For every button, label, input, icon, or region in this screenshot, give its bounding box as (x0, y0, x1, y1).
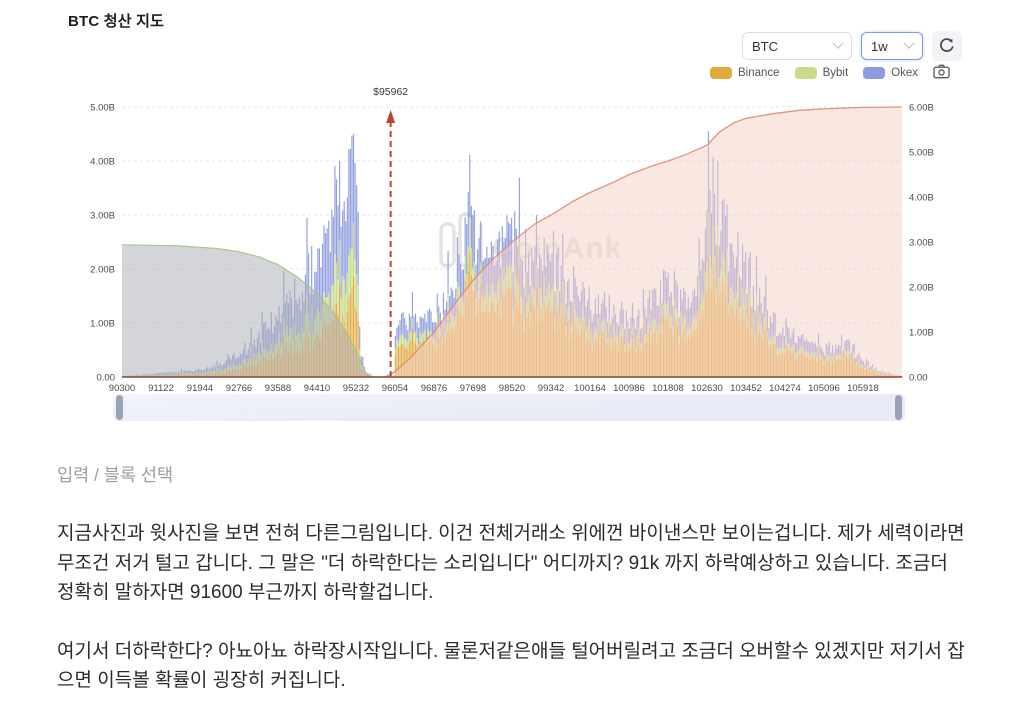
x-tick-label: 99342 (538, 383, 564, 394)
y-left-tick-label: 1.00B (90, 319, 115, 330)
refresh-button[interactable] (932, 31, 962, 61)
x-tick-label: 103452 (730, 383, 762, 394)
binance-color-swatch (710, 67, 733, 79)
legend-item-binance[interactable]: Binance (710, 67, 780, 79)
y-left-tick-label: 0.00 (97, 373, 116, 384)
x-tick-label: 105096 (808, 383, 840, 394)
page-title: BTC 청산 지도 (68, 13, 165, 30)
x-tick-label: 94410 (304, 383, 330, 394)
timeframe-select-value: 1w (871, 38, 888, 54)
x-tick-label: 91122 (148, 383, 174, 394)
y-right-tick-label: 3.00B (909, 238, 934, 249)
post-body: 지금사진과 윗사진을 보면 전혀 다른그림입니다. 이건 전체거래소 위에껀 바… (57, 519, 969, 696)
x-tick-label: 95232 (343, 383, 369, 394)
y-left-tick-label: 2.00B (90, 265, 115, 276)
symbol-select[interactable]: BTC (742, 32, 852, 60)
post-paragraph[interactable]: 여기서 더하락한다? 아뇨아뇨 하락장시작입니다. 물론저같은애들 털어버릴려고… (57, 640, 965, 692)
cumulative-short-area (122, 244, 372, 377)
x-tick-label: 100986 (613, 383, 645, 394)
chevron-down-icon (903, 37, 915, 49)
cumulative-short-line (121, 244, 372, 378)
x-tick-label: 101808 (652, 383, 684, 394)
range-handle-left[interactable] (116, 395, 123, 420)
x-tick-label: 102630 (691, 383, 723, 394)
x-tick-label: 104274 (769, 383, 801, 394)
x-tick-label: 98520 (499, 383, 525, 394)
legend-label: Binance (738, 67, 780, 79)
chart-controls: BTC 1w (742, 31, 962, 61)
x-tick-label: 91944 (187, 383, 213, 394)
legend-item-okex[interactable]: Okex (863, 67, 918, 79)
post-paragraph[interactable]: 지금사진과 윗사진을 보면 전혀 다른그림입니다. 이건 전체거래소 위에껀 바… (57, 523, 965, 603)
x-tick-label: 96054 (382, 383, 408, 394)
chart-legend: Binance Bybit Okex (710, 64, 950, 82)
bybit-color-swatch (794, 67, 817, 79)
cumulative-long-area (385, 107, 902, 377)
camera-icon (933, 64, 950, 82)
legend-label: Okex (891, 67, 918, 79)
liquidation-chart: CoinAnk$95962903009112291944927669358894… (90, 86, 934, 394)
y-left-tick-label: 4.00B (90, 157, 115, 168)
y-right-tick-label: 2.00B (909, 283, 934, 294)
editor-block-placeholder[interactable]: 입력 / 블록 선택 (57, 465, 174, 485)
y-right-tick-label: 4.00B (909, 193, 934, 204)
x-tick-label: 96876 (421, 383, 447, 394)
chart-range-scrollbar[interactable] (113, 394, 905, 421)
timeframe-select[interactable]: 1w (861, 32, 923, 60)
y-right-tick-label: 1.00B (909, 328, 934, 339)
y-left-tick-label: 5.00B (90, 103, 115, 114)
y-right-tick-label: 6.00B (909, 103, 934, 114)
y-left-tick-label: 3.00B (90, 211, 115, 222)
x-tick-label: 97698 (460, 383, 486, 394)
screenshot-button[interactable] (933, 64, 950, 82)
chevron-down-icon (832, 37, 844, 49)
okex-color-swatch (863, 67, 886, 79)
current-price-label: $95962 (373, 86, 408, 98)
x-tick-label: 105918 (847, 383, 879, 394)
refresh-icon (939, 37, 955, 56)
legend-label: Bybit (822, 67, 849, 79)
y-right-tick-label: 0.00 (909, 373, 928, 384)
range-handle-right[interactable] (895, 395, 902, 420)
y-right-tick-label: 5.00B (909, 148, 934, 159)
current-price-arrow (386, 110, 396, 123)
symbol-select-value: BTC (752, 38, 778, 54)
x-tick-label: 100164 (574, 383, 606, 394)
x-tick-label: 93588 (265, 383, 291, 394)
x-tick-label: 92766 (226, 383, 252, 394)
legend-item-bybit[interactable]: Bybit (794, 67, 849, 79)
cumulative-long-line (384, 106, 903, 378)
x-tick-label: 90300 (109, 383, 135, 394)
